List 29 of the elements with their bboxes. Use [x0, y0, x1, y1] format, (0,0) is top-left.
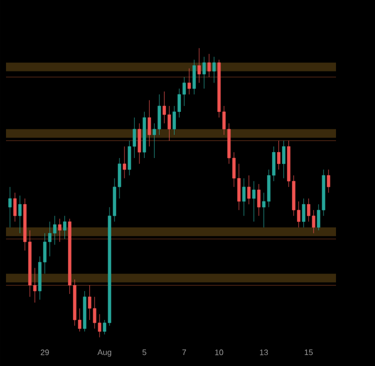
candlestick	[197, 48, 201, 84]
x-tick-label: 7	[182, 350, 186, 356]
candlestick	[192, 59, 196, 95]
candlestick	[8, 186, 12, 228]
candlestick	[122, 146, 126, 179]
candlestick	[277, 140, 280, 170]
x-tick-label: 15	[304, 350, 313, 356]
candlestick	[202, 56, 206, 89]
candlestick	[282, 140, 286, 179]
candlestick	[58, 218, 62, 242]
x-tick-label: 13	[260, 350, 268, 356]
candlestick	[63, 216, 66, 240]
candlestick	[257, 184, 260, 216]
candlestick	[252, 180, 256, 222]
candlestick	[148, 100, 151, 147]
candlestick	[302, 198, 306, 228]
candlestick	[18, 195, 22, 234]
x-tick-label: 29	[40, 350, 49, 356]
x-tick-label: 10	[215, 350, 224, 356]
candlestick	[207, 54, 211, 78]
candlestick	[212, 56, 216, 84]
candlestick	[326, 169, 330, 193]
candlestick	[247, 175, 251, 205]
candlestick	[138, 123, 142, 164]
candlestick	[242, 178, 246, 216]
x-tick-label: 5	[142, 350, 146, 356]
x-tick-label: Aug	[97, 350, 112, 357]
candlestick	[188, 68, 191, 95]
candlestick	[13, 192, 17, 222]
